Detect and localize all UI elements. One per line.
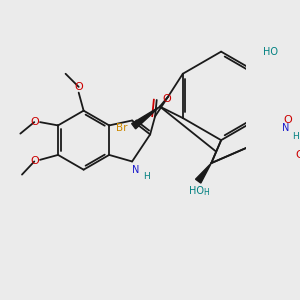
Polygon shape (132, 106, 160, 129)
Text: H: H (292, 132, 299, 141)
Text: N: N (282, 123, 290, 133)
Polygon shape (196, 163, 211, 183)
Text: H: H (203, 188, 209, 197)
Text: O: O (162, 94, 171, 104)
Text: O: O (284, 116, 292, 125)
Text: O: O (295, 150, 300, 160)
Text: O: O (30, 117, 39, 127)
Text: N: N (132, 165, 139, 175)
Text: HO: HO (189, 186, 204, 196)
Text: HO: HO (263, 47, 278, 58)
Text: Br: Br (116, 123, 128, 133)
Text: H: H (143, 172, 150, 181)
Text: O: O (30, 157, 39, 166)
Polygon shape (266, 122, 274, 139)
Text: O: O (74, 82, 83, 92)
